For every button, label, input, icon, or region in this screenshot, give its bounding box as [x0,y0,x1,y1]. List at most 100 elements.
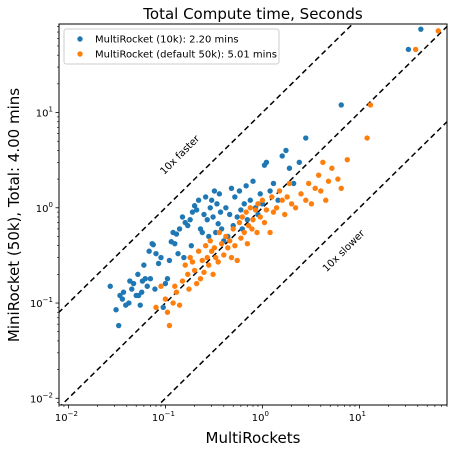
point-series-1-10 [182,262,188,268]
point-series-0-39 [181,254,187,261]
point-series-1-85 [435,28,441,34]
point-series-0-61 [216,191,223,197]
point-series-1-81 [344,156,350,163]
legend-box [63,28,280,65]
point-series-1-50 [252,207,259,213]
point-series-0-57 [211,188,218,194]
point-series-1-24 [207,238,213,244]
point-series-0-19 [144,283,150,289]
point-series-1-65 [286,180,293,187]
point-series-1-55 [261,219,268,226]
point-series-0-59 [214,201,220,207]
point-series-0-68 [228,185,235,192]
point-series-1-37 [230,226,236,232]
point-series-1-72 [312,185,318,192]
point-series-0-47 [195,197,202,203]
point-series-0-31 [166,257,173,264]
point-series-1-5 [170,300,176,306]
point-series-1-26 [210,271,216,278]
point-series-1-30 [216,229,223,236]
y-axis-label: MiniRocket (50k), Total: 4.00 mins [5,88,23,342]
x-tick-label-1: 10−1 [152,410,175,424]
point-series-0-23 [150,241,156,248]
point-series-1-2 [162,296,169,302]
point-series-1-29 [215,259,221,265]
point-series-1-62 [279,197,285,203]
point-series-1-14 [189,259,196,265]
point-series-1-41 [238,235,244,241]
point-series-0-36 [175,250,181,257]
point-series-0-50 [201,211,207,218]
point-series-0-75 [241,201,247,207]
point-series-1-21 [202,242,209,249]
point-series-0-18 [142,276,148,282]
legend-marker-0 [77,36,83,42]
point-series-1-74 [318,188,324,194]
series-1-points [153,28,441,329]
point-series-0-82 [257,191,263,197]
point-series-0-4 [119,296,126,302]
point-series-0-12 [135,271,141,278]
point-series-0-88 [275,197,281,203]
point-series-0-28 [160,304,166,311]
point-series-1-76 [323,197,329,203]
point-series-0-43 [188,242,195,249]
point-series-1-35 [226,238,233,244]
point-series-0-20 [146,248,152,254]
point-series-0-94 [303,135,309,141]
point-series-1-69 [303,197,309,203]
point-series-1-4 [166,322,173,329]
point-series-0-1 [113,307,119,313]
point-series-0-77 [244,216,251,223]
point-series-0-49 [199,229,205,236]
point-series-0-70 [232,194,238,200]
point-series-0-78 [247,197,253,203]
point-series-1-78 [329,165,335,171]
point-series-0-54 [207,205,213,211]
point-series-1-80 [338,185,344,192]
point-series-1-1 [158,283,164,289]
point-series-1-3 [164,309,171,315]
point-series-1-45 [244,240,251,247]
point-series-1-18 [197,276,204,282]
point-series-1-17 [195,248,202,254]
point-series-1-9 [179,278,186,284]
point-series-0-15 [139,289,145,295]
point-series-1-46 [245,222,252,229]
point-series-0-79 [250,178,256,184]
point-series-1-56 [263,207,270,213]
point-series-0-85 [263,159,270,166]
point-series-0-56 [210,214,216,220]
point-series-1-11 [185,271,191,278]
point-series-0-44 [189,209,196,215]
point-series-0-46 [193,207,200,213]
legend-marker-1 [77,51,83,57]
point-series-1-53 [257,214,263,220]
point-series-1-13 [187,254,193,261]
point-series-1-52 [255,201,261,207]
point-series-0-25 [153,250,159,257]
point-series-0-92 [290,180,297,187]
point-series-0-30 [164,276,171,282]
reference-line-2 [157,120,447,405]
point-series-1-84 [412,46,419,53]
point-series-1-23 [206,262,212,268]
point-series-0-17 [141,262,147,268]
point-series-0-52 [204,216,210,223]
point-series-0-41 [185,222,191,229]
chart-legend: MultiRocket (10k): 2.20 mins MultiRocket … [63,28,280,65]
point-series-1-33 [223,233,229,240]
point-series-1-68 [298,191,304,197]
legend-label-0: MultiRocket (10k): 2.20 mins [95,35,239,46]
point-series-1-22 [204,254,210,261]
point-series-1-61 [276,188,283,194]
point-series-1-83 [367,102,374,108]
point-series-1-66 [288,201,295,207]
point-series-0-53 [206,233,212,240]
point-series-1-43 [241,229,247,236]
point-series-1-77 [325,178,332,184]
point-series-1-59 [270,209,277,215]
point-series-0-7 [126,300,132,306]
point-series-1-54 [259,197,266,203]
point-series-1-71 [308,201,315,207]
